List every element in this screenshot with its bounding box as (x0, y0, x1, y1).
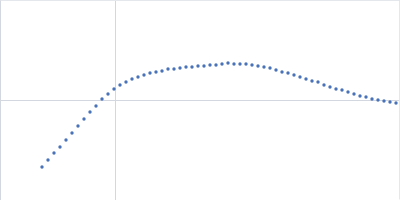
point (292, 73, 295, 76)
y-grid-line (0, 100, 400, 101)
point (238, 62, 241, 65)
point (100, 97, 103, 100)
point (244, 62, 247, 65)
point (274, 68, 277, 71)
point (172, 67, 175, 70)
point (268, 66, 271, 69)
point (322, 83, 325, 86)
point (40, 165, 43, 168)
point (340, 88, 343, 91)
point (352, 92, 355, 95)
point (136, 75, 139, 78)
point (46, 158, 49, 161)
point (328, 85, 331, 88)
point (388, 100, 391, 103)
plot-frame (1, 1, 400, 200)
point (196, 64, 199, 67)
point (58, 145, 61, 148)
point (52, 151, 55, 154)
point (304, 77, 307, 80)
point (94, 104, 97, 107)
point (394, 101, 397, 104)
points (40, 61, 397, 168)
point (358, 94, 361, 97)
point (118, 83, 121, 86)
point (220, 62, 223, 65)
point (178, 66, 181, 69)
y-axis (0, 1, 400, 200)
point (184, 65, 187, 68)
x-axis-line (1, 0, 400, 200)
point (88, 110, 91, 113)
point (280, 70, 283, 73)
y-axis-line (1, 1, 400, 200)
y-tick (0, 100, 400, 101)
point (232, 62, 235, 65)
point (154, 70, 157, 73)
point (370, 97, 373, 100)
point (82, 117, 85, 120)
point (226, 61, 229, 64)
point (346, 90, 349, 93)
point (310, 79, 313, 82)
point (148, 71, 151, 74)
plot (0, 0, 400, 200)
point (262, 65, 265, 68)
point (130, 77, 133, 80)
point (364, 95, 367, 98)
point (214, 63, 217, 66)
point (76, 124, 79, 127)
point (316, 80, 319, 83)
point (166, 67, 169, 70)
x-axis (1, 0, 400, 200)
point (124, 80, 127, 83)
point (382, 99, 385, 102)
point (250, 63, 253, 66)
point (70, 131, 73, 134)
point (256, 64, 259, 67)
point (112, 87, 115, 90)
point (376, 98, 379, 101)
point (160, 69, 163, 72)
point (298, 75, 301, 78)
point (286, 71, 289, 74)
point (106, 92, 109, 95)
point (202, 64, 205, 67)
point (64, 138, 67, 141)
point (142, 73, 145, 76)
point (334, 87, 337, 90)
chart (0, 0, 400, 200)
point (190, 65, 193, 68)
point (208, 63, 211, 66)
